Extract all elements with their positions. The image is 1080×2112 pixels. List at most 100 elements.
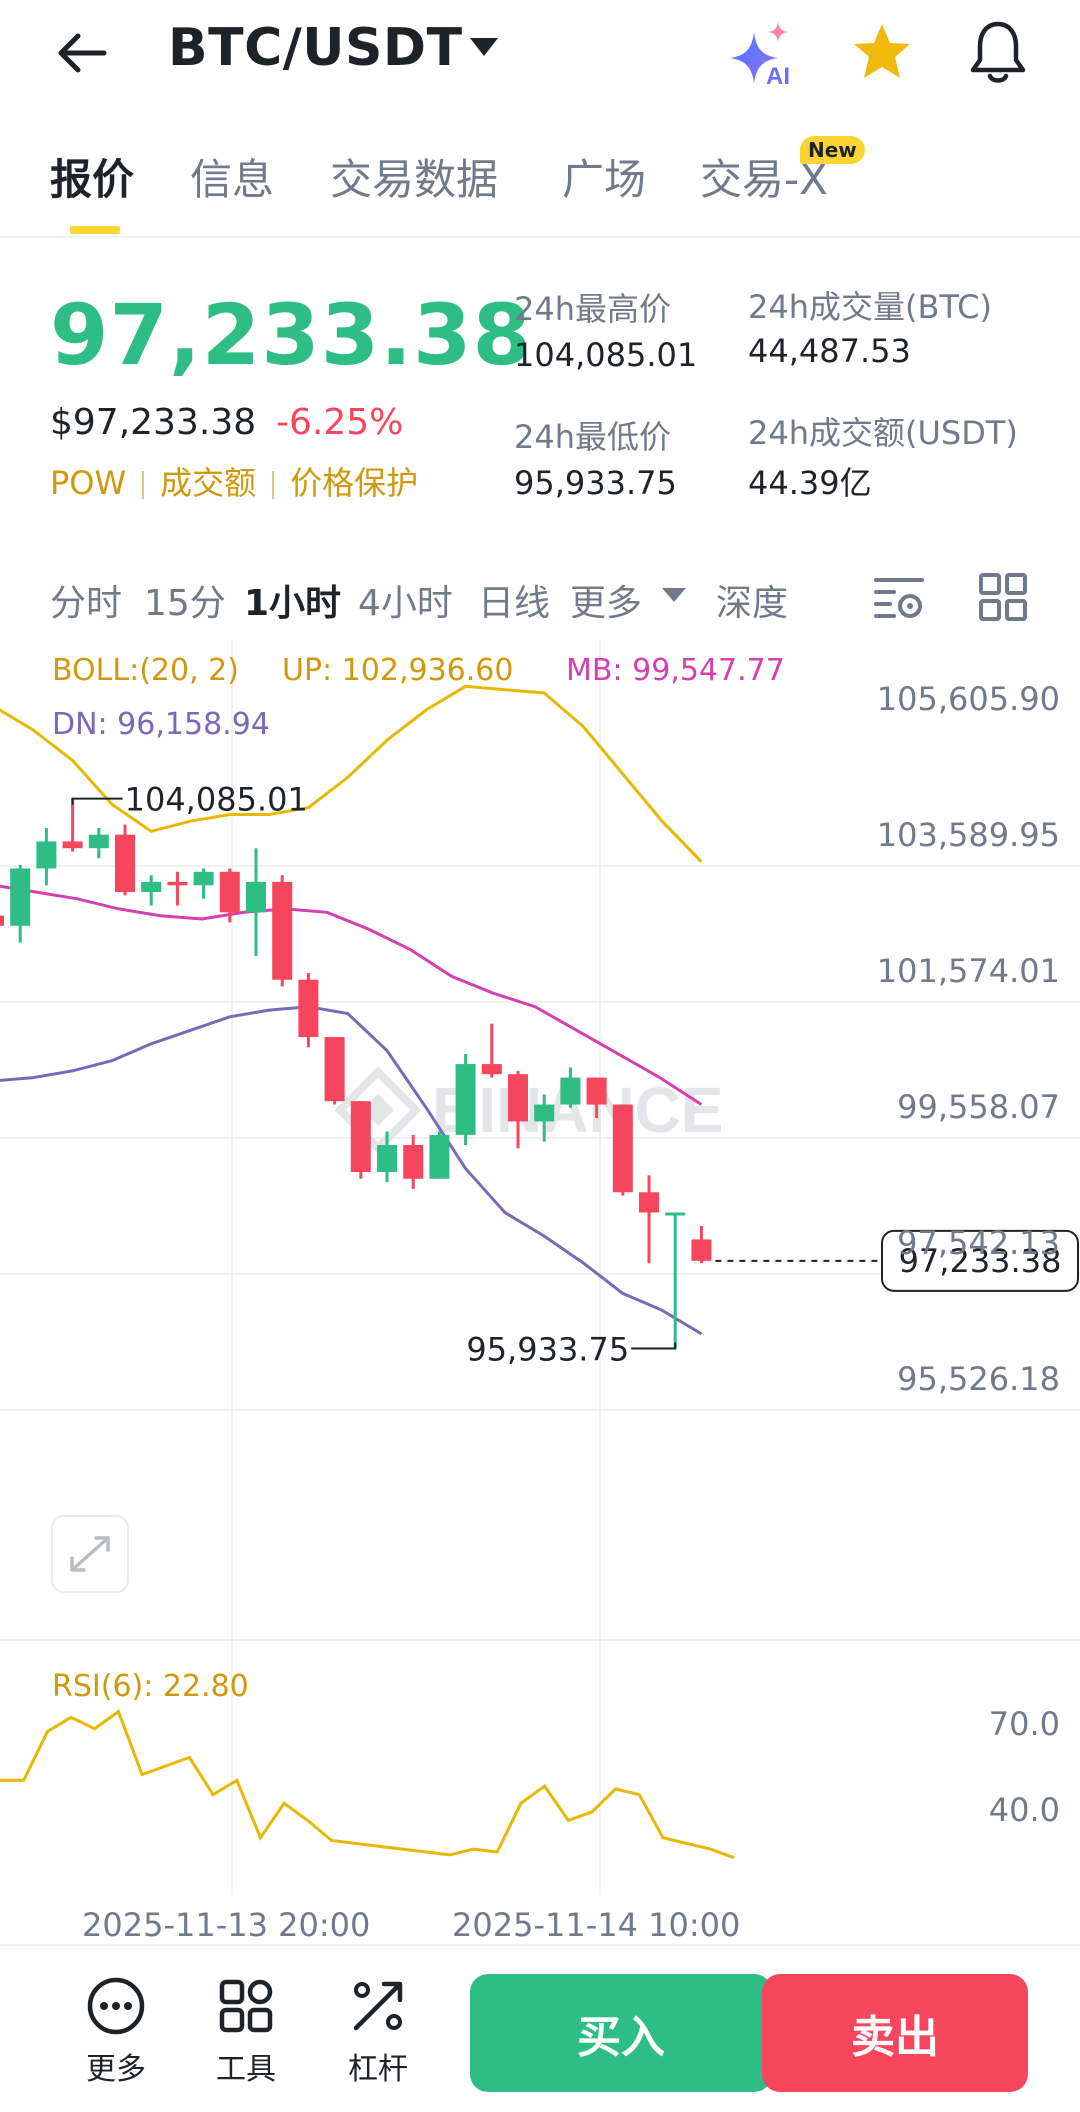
tools-label: 工具 xyxy=(216,2052,276,2087)
candle-body xyxy=(665,1212,686,1216)
candle-body xyxy=(481,1064,502,1075)
high-marker-line xyxy=(71,797,123,805)
more-button[interactable]: 更多 xyxy=(56,1976,176,2088)
arrow-left-icon xyxy=(58,33,107,73)
candle-body xyxy=(586,1077,607,1105)
interval-more[interactable]: 更多 xyxy=(570,583,643,624)
boll-params: BOLL:(20, 2) xyxy=(52,653,239,688)
more-dots-icon xyxy=(87,1977,145,2035)
interval-timeline[interactable]: 分时 xyxy=(50,583,123,624)
stat-vol-usdt-label: 24h成交额(USDT) xyxy=(748,414,1018,452)
boll-mb-value: MB: 99,547.77 xyxy=(566,653,785,688)
boll-upper-line xyxy=(0,684,703,863)
candle-body xyxy=(0,915,4,926)
candle-body xyxy=(10,868,31,926)
time-axis-label: 2025-11-14 10:00 xyxy=(452,1906,740,1940)
high-price-annotation: 104,085.01 xyxy=(125,781,308,819)
low-price-annotation: 95,933.75 xyxy=(466,1331,629,1369)
sell-button[interactable]: 卖出 xyxy=(762,1974,1028,2092)
stat-low-label: 24h最低价 xyxy=(514,418,672,456)
bell-icon[interactable] xyxy=(966,18,1030,88)
candle-body xyxy=(36,841,57,869)
candle-body xyxy=(88,834,109,849)
candle-body xyxy=(324,1037,345,1102)
leverage-label: 杠杆 xyxy=(348,2052,408,2087)
time-axis-label: 2025-11-13 20:00 xyxy=(82,1906,370,1940)
back-button[interactable] xyxy=(48,18,118,88)
tag-list: POW 成交额 价格保护 xyxy=(50,458,418,504)
candle-body xyxy=(639,1192,659,1213)
tag-pow[interactable]: POW xyxy=(50,464,127,502)
layout-grid-icon[interactable] xyxy=(978,572,1028,626)
stat-low-value: 95,933.75 xyxy=(514,464,677,502)
candle-body xyxy=(403,1145,424,1179)
candle-body xyxy=(298,979,319,1038)
interval-15m[interactable]: 15分 xyxy=(144,583,226,624)
last-price-tag xyxy=(881,1229,1079,1292)
favorite-star-icon[interactable] xyxy=(850,20,914,84)
leverage-icon xyxy=(353,1981,403,2031)
expand-icon xyxy=(70,1536,110,1572)
caret-down-icon[interactable] xyxy=(470,38,498,62)
price-axis-label: 103,589.95 xyxy=(877,816,1060,854)
expand-chart-button[interactable] xyxy=(51,1515,129,1593)
rsi-value: RSI(6): 22.80 xyxy=(52,1669,249,1704)
change-percent: -6.25% xyxy=(276,402,404,443)
price-axis-label: 105,605.90 xyxy=(877,680,1060,718)
ai-sparkle-icon[interactable]: AI xyxy=(728,18,808,90)
candle-body xyxy=(167,881,188,886)
new-badge: New xyxy=(800,136,865,164)
stat-vol-btc-value: 44,487.53 xyxy=(748,332,911,370)
candle-body xyxy=(560,1077,581,1105)
price-axis-label: 97,542.13 xyxy=(897,1224,1060,1262)
buy-button[interactable]: 买入 xyxy=(470,1974,772,2092)
candle-body xyxy=(62,841,83,849)
candle-body xyxy=(272,881,293,980)
candle-body xyxy=(115,834,135,893)
stat-high-label: 24h最高价 xyxy=(514,290,672,328)
interval-depth[interactable]: 深度 xyxy=(716,583,789,624)
leverage-button[interactable]: 杠杆 xyxy=(318,1976,438,2088)
last-price: 97,233.38 xyxy=(50,286,532,384)
interval-1h[interactable]: 1小时 xyxy=(244,583,342,624)
candle-body xyxy=(246,881,266,913)
tools-grid-icon xyxy=(219,1979,273,2033)
candle-body xyxy=(193,871,214,886)
rsi-axis-label: 70.0 xyxy=(989,1705,1060,1743)
divider xyxy=(0,236,1080,238)
candle-body xyxy=(691,1239,712,1261)
candle-body xyxy=(455,1064,476,1135)
tag-turnover[interactable]: 成交额 xyxy=(160,464,257,502)
boll-lower-line xyxy=(0,1005,703,1336)
price-axis-label: 101,574.01 xyxy=(877,952,1060,990)
last-price-label: 97,233.38 xyxy=(899,1242,1062,1280)
candle-body xyxy=(141,881,162,893)
candle-body xyxy=(534,1104,555,1122)
candle-body xyxy=(350,1101,371,1173)
boll-middle-line xyxy=(0,884,703,1106)
stat-vol-usdt-value: 44.39亿 xyxy=(748,464,872,502)
tab-square[interactable]: 广场 xyxy=(562,155,647,204)
svg-text:AI: AI xyxy=(766,63,790,90)
pair-title[interactable]: BTC/USDT xyxy=(168,18,463,78)
rsi-axis-label: 40.0 xyxy=(989,1791,1060,1829)
tools-button[interactable]: 工具 xyxy=(186,1976,306,2088)
chart-settings-icon[interactable] xyxy=(872,572,926,626)
tag-price-protection[interactable]: 价格保护 xyxy=(290,464,419,502)
caret-down-icon[interactable] xyxy=(662,588,686,608)
interval-4h[interactable]: 4小时 xyxy=(358,583,453,624)
candle-body xyxy=(612,1104,633,1193)
more-label: 更多 xyxy=(86,2052,146,2087)
tab-info[interactable]: 信息 xyxy=(190,155,275,204)
interval-1d[interactable]: 日线 xyxy=(478,583,551,624)
tab-active-indicator xyxy=(70,226,120,234)
stat-vol-btc-label: 24h成交量(BTC) xyxy=(748,288,992,326)
divider xyxy=(0,1944,1080,1946)
boll-dn-value: DN: 96,158.94 xyxy=(52,707,270,742)
candle-body xyxy=(219,871,240,913)
tab-quote[interactable]: 报价 xyxy=(50,155,135,204)
stat-high-value: 104,085.01 xyxy=(514,336,698,374)
candle-body xyxy=(377,1145,397,1173)
tab-trading-data[interactable]: 交易数据 xyxy=(330,155,499,204)
